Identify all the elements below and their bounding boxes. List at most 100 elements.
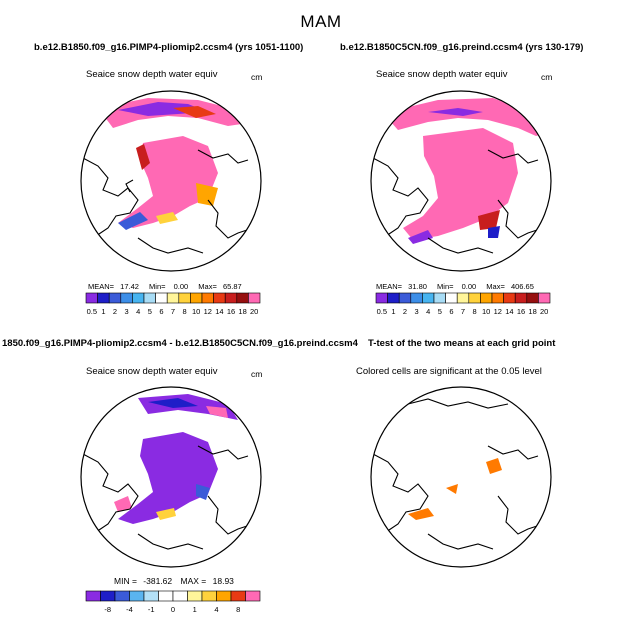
panel2-coast-a — [372, 157, 429, 237]
panel2-coast-c — [487, 149, 539, 164]
panel2-field-fringe — [383, 98, 548, 136]
colorbar-tick-label: 16 — [517, 307, 525, 316]
colorbar-swatch — [480, 292, 493, 304]
colorbar-swatch — [201, 590, 217, 602]
panel2-max: 406.65 — [510, 282, 534, 291]
panel2-max-label: Max= — [486, 282, 505, 291]
colorbar-tick-label: 5 — [438, 307, 442, 316]
colorbar-swatch — [143, 292, 156, 304]
colorbar-swatch — [422, 292, 435, 304]
panel1-case-title: b.e12.B1850.f09_g16.PIMP4-pliomip2.ccsm4… — [34, 42, 304, 53]
colorbar-swatch — [187, 590, 203, 602]
colorbar-swatch — [387, 292, 400, 304]
colorbar-swatch — [190, 292, 203, 304]
panel3-map — [80, 386, 262, 568]
panel4-sig-cells-c — [446, 484, 458, 494]
panel1-max: 65.87 — [222, 282, 242, 291]
colorbar-swatch — [245, 590, 261, 602]
panel3-max-label: MAX = — [180, 576, 207, 586]
colorbar-tick-label: 3 — [415, 307, 419, 316]
panel4-coast-a — [372, 453, 429, 533]
colorbar-tick-label: 4 — [136, 307, 140, 316]
panel2-map — [370, 90, 552, 272]
colorbar-tick-label: 3 — [125, 307, 129, 316]
panel1-max-label: Max= — [198, 282, 217, 291]
colorbar-swatch — [514, 292, 528, 304]
panel4-coast-e — [427, 533, 494, 550]
colorbar-tick-label: 7 — [171, 307, 175, 316]
panel1-min-label: Min= — [149, 282, 166, 291]
colorbar-tick-label: 4 — [426, 307, 430, 316]
colorbar-swatch — [433, 292, 446, 304]
panel3-map-boundary — [80, 386, 262, 568]
panel3-min-label: MIN = — [114, 576, 137, 586]
colorbar-tick-label: 20 — [250, 307, 258, 316]
panel1-field-edge-red — [136, 144, 150, 170]
colorbar-swatch — [129, 590, 145, 602]
panel1-map-boundary — [80, 90, 262, 272]
colorbar-tick-label: 2 — [403, 307, 407, 316]
colorbar-tick-label: 5 — [148, 307, 152, 316]
panel4-variable-title: Colored cells are significant at the 0.0… — [356, 366, 542, 377]
colorbar-swatch — [108, 292, 122, 304]
panel1-coast-e — [137, 237, 204, 254]
panel3-field-pink — [206, 406, 228, 418]
panel2-coast-e — [427, 237, 494, 254]
colorbar-swatch — [100, 590, 116, 602]
panel1-min: 0.00 — [173, 282, 189, 291]
colorbar-tick-label: 10 — [192, 307, 200, 316]
colorbar-tick-label: -8 — [104, 605, 111, 614]
panel1-units: cm — [251, 72, 263, 82]
colorbar-swatch — [526, 292, 539, 304]
panel3-coast-e — [137, 533, 204, 550]
panel4-case-title: T-test of the two means at each grid poi… — [368, 338, 556, 349]
colorbar-tick-label: 8 — [183, 307, 187, 316]
panel1-variable-title: Seaice snow depth water equiv — [86, 69, 218, 80]
panel4-map-boundary — [370, 386, 552, 568]
colorbar-swatch — [97, 292, 110, 304]
colorbar-swatch — [132, 292, 145, 304]
colorbar-tick-label: 18 — [238, 307, 246, 316]
panel1-mean-label: MEAN= — [88, 282, 115, 291]
panel3-field-yellow — [156, 508, 176, 520]
colorbar-tick-label: 10 — [482, 307, 490, 316]
panel2-min: 0.00 — [461, 282, 477, 291]
panel3-field-central — [118, 432, 218, 524]
panel1-coast-b — [125, 179, 134, 193]
colorbar-tick-label: 1 — [193, 605, 197, 614]
colorbar-tick-label: 1 — [101, 307, 105, 316]
colorbar-swatch — [236, 292, 249, 304]
panel3-coast-c — [197, 445, 249, 460]
panel3-coast-a — [82, 453, 139, 533]
colorbar-swatch — [85, 590, 101, 602]
colorbar-swatch — [230, 590, 246, 602]
colorbar-tick-label: -1 — [148, 605, 155, 614]
colorbar-swatch — [166, 292, 180, 304]
colorbar-swatch — [375, 292, 388, 304]
panel2-field-blue — [488, 226, 500, 238]
panel2-variable-title: Seaice snow depth water equiv — [376, 69, 508, 80]
panel1-coast-c — [197, 149, 249, 164]
panel3-min: -381.62 — [143, 576, 173, 586]
colorbar-swatch — [114, 590, 130, 602]
colorbar-swatch — [491, 292, 504, 304]
panel1-map — [80, 90, 262, 272]
colorbar-tick-label: 7 — [461, 307, 465, 316]
colorbar-tick-label: 14 — [215, 307, 223, 316]
panel4-sig-cells-b — [486, 458, 502, 474]
panel1-stats: MEAN= 17.42 Min= 0.00 Max= 65.87 — [88, 282, 242, 291]
panel3-max: 18.93 — [212, 576, 234, 586]
panel4-sig-cells-a — [408, 508, 434, 520]
colorbar-swatch — [155, 292, 168, 304]
panel2-map-boundary — [370, 90, 552, 272]
panel1-field-blue — [118, 212, 148, 230]
colorbar-tick-label: 14 — [505, 307, 513, 316]
panel2-mean-label: MEAN= — [376, 282, 403, 291]
colorbar-swatch — [143, 590, 159, 602]
colorbar-tick-label: 12 — [204, 307, 212, 316]
colorbar-tick-label: -4 — [126, 605, 133, 614]
panel2-stats: MEAN= 31.80 Min= 0.00 Max= 406.65 — [376, 282, 534, 291]
panel1-field-orange — [196, 183, 218, 206]
panel4-map — [370, 386, 552, 568]
colorbar-tick-label: 6 — [449, 307, 453, 316]
